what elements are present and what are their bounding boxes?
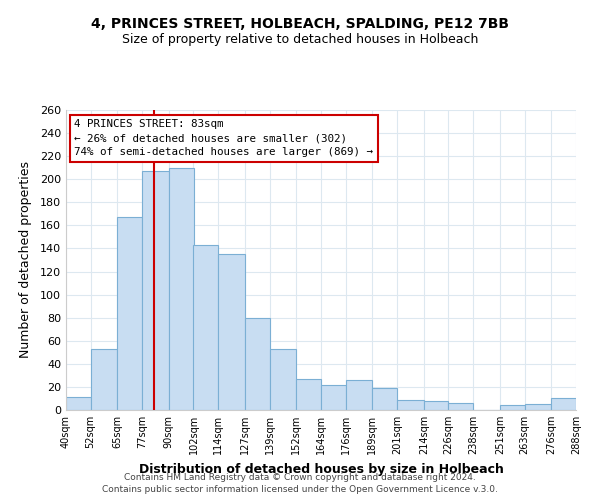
Bar — [397, 400, 424, 410]
Text: 4 PRINCES STREET: 83sqm
← 26% of detached houses are smaller (302)
74% of semi-d: 4 PRINCES STREET: 83sqm ← 26% of detache… — [74, 119, 373, 157]
Bar — [551, 398, 576, 410]
Bar — [218, 254, 245, 410]
Bar — [296, 379, 321, 410]
Y-axis label: Number of detached properties: Number of detached properties — [19, 162, 32, 358]
X-axis label: Distribution of detached houses by size in Holbeach: Distribution of detached houses by size … — [139, 462, 503, 475]
Bar — [373, 388, 397, 410]
Text: Contains HM Land Registry data © Crown copyright and database right 2024.: Contains HM Land Registry data © Crown c… — [124, 473, 476, 482]
Bar — [500, 406, 524, 410]
Bar — [524, 404, 551, 410]
Bar — [193, 245, 218, 410]
Bar — [269, 349, 296, 410]
Bar — [91, 349, 118, 410]
Bar — [169, 168, 193, 410]
Bar — [66, 398, 91, 410]
Bar — [245, 318, 269, 410]
Bar — [346, 380, 373, 410]
Text: Size of property relative to detached houses in Holbeach: Size of property relative to detached ho… — [122, 32, 478, 46]
Text: 4, PRINCES STREET, HOLBEACH, SPALDING, PE12 7BB: 4, PRINCES STREET, HOLBEACH, SPALDING, P… — [91, 18, 509, 32]
Bar — [142, 171, 169, 410]
Bar — [118, 218, 142, 410]
Text: Contains public sector information licensed under the Open Government Licence v.: Contains public sector information licen… — [102, 486, 498, 494]
Bar — [448, 403, 473, 410]
Bar — [321, 384, 346, 410]
Bar — [424, 401, 448, 410]
